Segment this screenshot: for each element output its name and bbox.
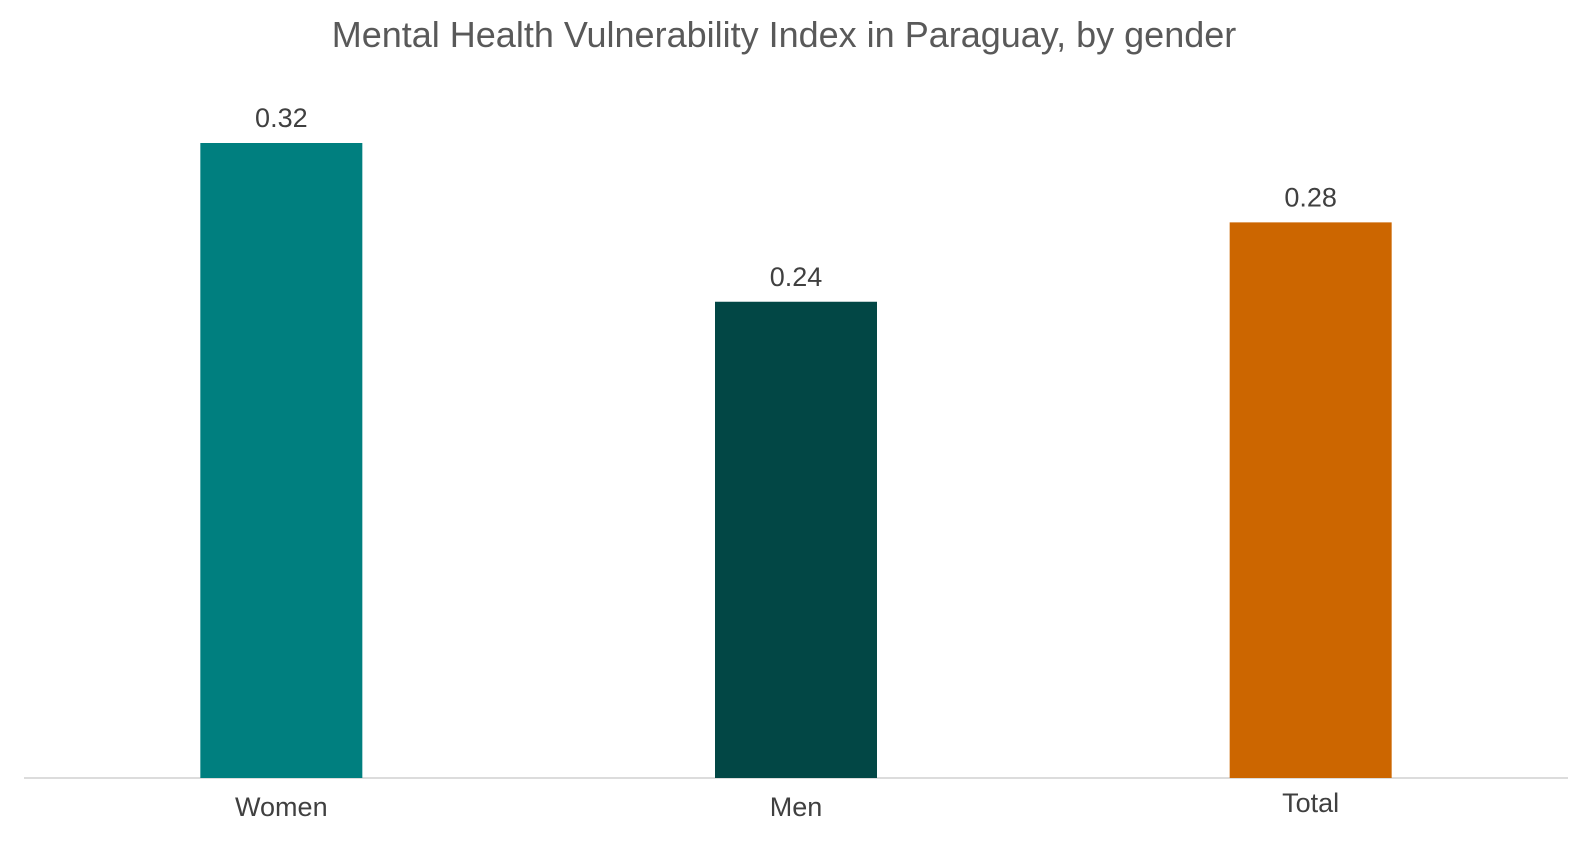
x-tick-label-total: Total [1282,788,1339,818]
data-labels-group: 0.32 0.24 0.28 [255,103,1337,292]
bars-group [200,143,1392,778]
x-tick-label-men: Men [770,792,823,822]
chart-title: Mental Health Vulnerability Index in Par… [331,14,1237,55]
x-tick-labels-group: Women Men Total [235,788,1339,822]
x-tick-label-women: Women [235,792,328,822]
data-label-women: 0.32 [255,103,308,133]
bar-women [200,143,363,778]
data-label-men: 0.24 [770,262,823,292]
data-label-total: 0.28 [1284,182,1337,212]
bar-men [715,301,877,778]
bar-total [1229,222,1392,778]
